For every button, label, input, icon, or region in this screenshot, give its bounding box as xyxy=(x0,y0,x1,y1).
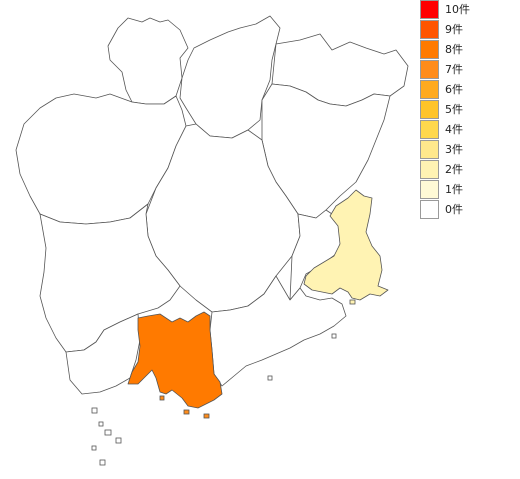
region-north-west[interactable] xyxy=(107,17,189,105)
region-west-lower[interactable] xyxy=(39,203,181,353)
legend-swatch xyxy=(420,120,439,139)
region-south-highlight[interactable] xyxy=(127,311,223,409)
legend-swatch xyxy=(420,180,439,199)
legend-swatch xyxy=(420,40,439,59)
legend-swatch xyxy=(420,140,439,159)
legend-label: 9件 xyxy=(445,23,463,36)
island-highlight xyxy=(203,413,210,419)
island xyxy=(99,459,106,466)
region-south-east[interactable] xyxy=(209,275,347,387)
legend-label: 5件 xyxy=(445,103,463,116)
island-highlight xyxy=(349,299,356,305)
island xyxy=(331,333,337,339)
island xyxy=(98,421,104,427)
legend-swatch xyxy=(420,0,439,19)
legend-swatch xyxy=(420,160,439,179)
legend-label: 3件 xyxy=(445,143,463,156)
region-east-highlight[interactable] xyxy=(303,189,389,301)
legend-label: 7件 xyxy=(445,63,463,76)
legend-label: 4件 xyxy=(445,123,463,136)
legend-swatch xyxy=(420,100,439,119)
island xyxy=(115,437,122,444)
legend-swatch xyxy=(420,60,439,79)
island-highlight xyxy=(159,395,165,401)
legend-label: 1件 xyxy=(445,183,463,196)
legend-swatch xyxy=(420,20,439,39)
legend-label: 6件 xyxy=(445,83,463,96)
island xyxy=(91,407,98,414)
islands xyxy=(91,299,356,466)
legend-label: 8件 xyxy=(445,43,463,56)
legend-swatch xyxy=(420,200,439,219)
island xyxy=(267,375,273,381)
region-south-west[interactable] xyxy=(65,313,141,395)
island-highlight xyxy=(183,409,190,415)
legend-label: 2件 xyxy=(445,163,463,176)
legend-label: 10件 xyxy=(445,3,470,16)
legend-swatch xyxy=(420,80,439,99)
island xyxy=(91,445,97,451)
legend-label: 0件 xyxy=(445,203,463,216)
island xyxy=(104,429,112,436)
